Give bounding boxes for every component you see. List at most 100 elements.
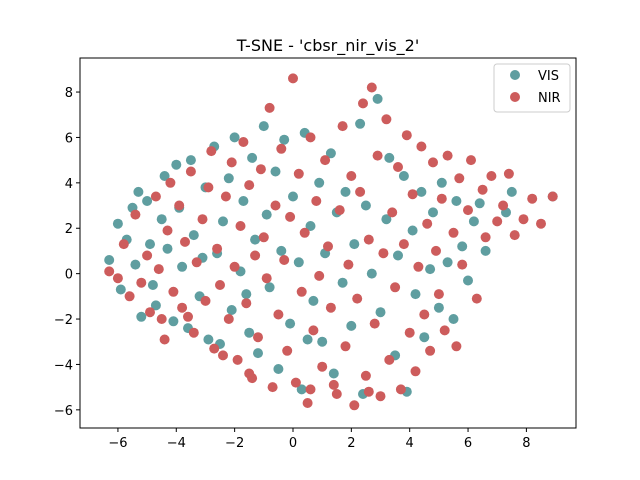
vis-point [317,336,328,347]
vis-point [410,289,421,300]
vis-point [247,152,258,163]
nir-point [387,207,398,218]
nir-point [448,227,459,238]
vis-point [115,284,126,295]
nir-point [264,102,275,113]
nir-point [503,168,514,179]
nir-point [200,295,211,306]
vis-point [436,177,447,188]
x-tick-label: −6 [108,436,127,451]
vis-point [288,191,298,202]
nir-point [112,273,123,284]
nir-point [378,248,389,259]
nir-point [425,345,436,356]
nir-point [185,166,196,177]
vis-point [468,216,479,227]
nir-point [197,214,208,225]
nir-point [331,389,342,399]
nir-point [346,171,357,181]
nir-point [285,211,296,222]
nir-point [273,309,284,320]
vis-point [293,257,304,268]
vis-point [355,118,366,129]
nir-point [150,191,161,202]
vis-point [328,368,339,379]
nir-point [334,205,345,216]
vis-point [264,282,275,293]
nir-point [244,368,255,379]
vis-point [147,280,158,290]
vis-point [375,307,386,318]
nir-point [492,216,503,227]
vis-point [448,314,459,324]
legend-label-vis: VIS [538,69,559,84]
vis-point [229,132,240,143]
y-axis: −6 −4 −2 0 2 4 6 8 [54,86,80,419]
nir-point [290,377,301,388]
nir-point [343,259,354,270]
nir-point [276,143,287,154]
nir-point [156,314,167,324]
y-tick-label: 2 [65,222,73,237]
x-tick-label: −2 [225,436,244,451]
vis-point [340,186,351,197]
vis-point [270,166,281,177]
nir-point [439,325,450,336]
vis-point [337,277,348,288]
nir-point [527,193,538,204]
vis-point [104,255,115,265]
nir-point [480,232,491,243]
vis-point [433,302,444,313]
vis-point [407,225,418,236]
nir-point [323,241,333,252]
nir-point [162,225,173,236]
nir-point [299,227,310,238]
nir-point [442,150,453,161]
nir-point [238,137,249,147]
vis-point [145,239,155,250]
vis-point [285,318,296,329]
nir-point [226,157,237,168]
axes-frame [79,57,577,429]
vis-point [451,196,462,206]
x-tick-label: 0 [289,436,297,451]
nir-point [241,298,252,309]
vis-point [346,320,357,331]
y-tick-label: 8 [65,86,73,101]
vis-point [150,300,161,311]
plot-area [104,73,558,411]
nir-point [466,155,476,166]
nir-point [486,171,497,181]
nir-point [223,314,234,324]
nir-point [381,114,392,125]
vis-point [398,171,409,181]
nir-point [340,341,351,352]
vis-point [393,250,403,261]
nir-point [451,341,462,352]
nir-point [352,293,363,304]
vis-point [381,214,392,225]
nir-point [410,366,421,377]
nir-point [384,354,395,365]
vis-point [416,186,427,197]
nir-point [293,168,304,179]
nir-point [349,400,360,411]
legend: VIS NIR [493,63,571,113]
nir-point [433,289,444,300]
vis-point [279,134,290,145]
vis-point [171,159,182,170]
nir-point [355,186,366,197]
nir-point [375,391,386,402]
vis-point [372,93,383,104]
nir-point [104,266,115,277]
vis-point [474,198,485,209]
vis-point [296,384,307,395]
y-tick-label: 0 [65,268,73,283]
vis-point [261,209,272,220]
nir-point [235,221,246,231]
nir-point [509,230,520,241]
vis-point [250,234,261,245]
nir-point [407,189,418,200]
nir-point [124,291,135,302]
